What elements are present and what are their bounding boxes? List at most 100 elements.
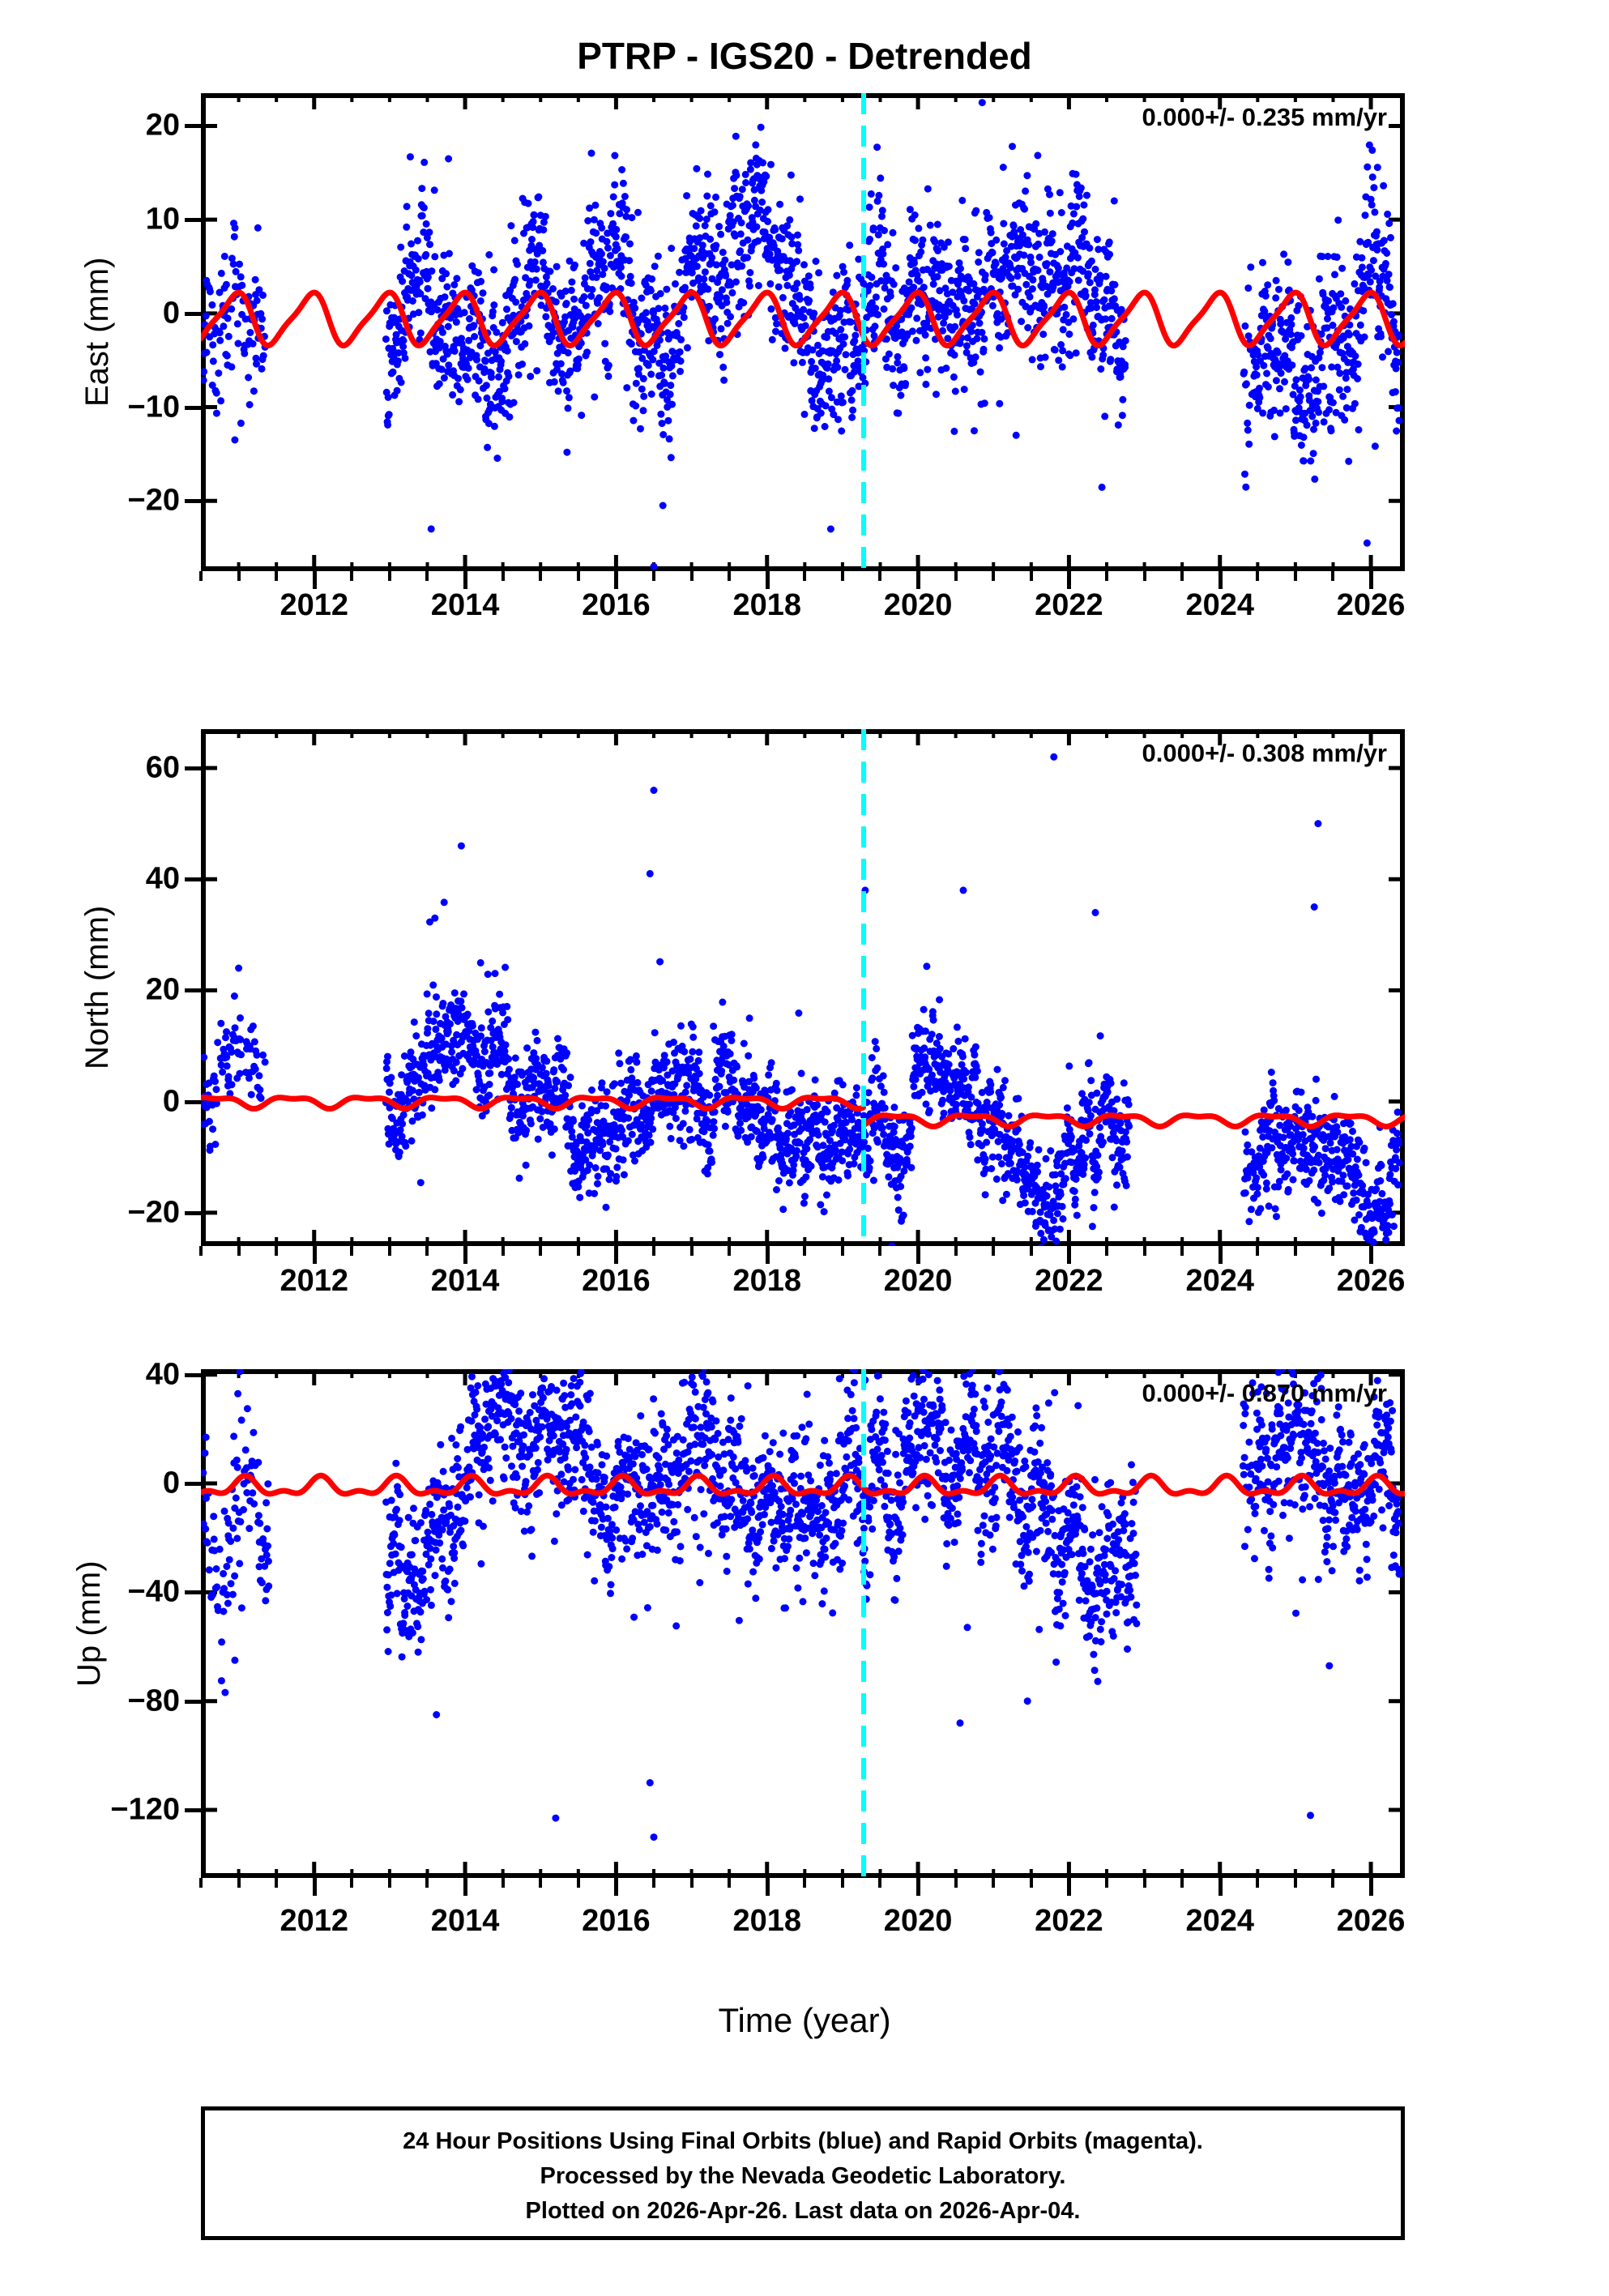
ylabel-p1: North (mm) (79, 905, 115, 1069)
xtick-mark-p1 (728, 1246, 732, 1256)
xtick-label-p2-1: 2014 (430, 1904, 500, 1938)
xtick-mark-p0 (916, 571, 921, 589)
xtick-mark-p0 (1256, 571, 1260, 581)
ytick-label-p0-4: −20 (127, 483, 180, 518)
ytick-mark-p2-0 (185, 1372, 201, 1377)
panel-up-plot (201, 1369, 1405, 1878)
xtick-mark-p2 (387, 1878, 391, 1888)
ytick-mark-p2-1 (185, 1482, 201, 1487)
footer-line-3: Plotted on 2026-Apr-26. Last data on 202… (525, 2198, 1081, 2224)
xtick-label-p0-4: 2020 (883, 588, 953, 622)
xtick-mark-p2 (878, 1878, 882, 1888)
xtick-mark-p0 (425, 571, 429, 581)
xtick-mark-p1 (803, 1246, 807, 1256)
xtick-mark-p2 (954, 1878, 958, 1888)
ytick-label-p1-4: −20 (127, 1195, 180, 1230)
ytick-mark-p1-2 (185, 988, 201, 993)
xtick-label-p0-2: 2016 (582, 588, 651, 622)
xtick-mark-p2 (803, 1878, 807, 1888)
xtick-label-p0-0: 2012 (280, 588, 349, 622)
panel-up: 0.000+/- 0.870 mm/yr (201, 1369, 1405, 1878)
xtick-mark-p0 (350, 571, 354, 581)
xtick-label-p2-4: 2020 (883, 1904, 953, 1938)
ytick-mark-p1-1 (185, 877, 201, 882)
xtick-label-p1-6: 2024 (1185, 1264, 1255, 1298)
xtick-mark-p1 (312, 1246, 317, 1264)
xtick-mark-p2 (1369, 1878, 1374, 1896)
xtick-mark-p1 (275, 1246, 279, 1256)
xtick-mark-p1 (1067, 1246, 1072, 1264)
xtick-mark-p2 (1293, 1878, 1297, 1888)
xtick-mark-p0 (1029, 571, 1033, 581)
ylabel-p0: East (mm) (79, 257, 115, 407)
xtick-mark-p0 (1369, 571, 1374, 589)
xtick-mark-p1 (425, 1246, 429, 1256)
xtick-mark-p2 (1218, 1878, 1223, 1896)
xtick-mark-p1 (651, 1246, 655, 1256)
xtick-mark-p1 (1256, 1246, 1260, 1256)
ytick-mark-p1-4 (185, 1210, 201, 1215)
xtick-mark-p2 (539, 1878, 543, 1888)
xtick-mark-p1 (1104, 1246, 1108, 1256)
xtick-mark-p2 (765, 1878, 770, 1896)
xtick-mark-p2 (463, 1878, 468, 1896)
xtick-label-p2-6: 2024 (1185, 1904, 1255, 1938)
ytick-mark-p0-3 (185, 405, 201, 410)
xtick-mark-p1 (237, 1246, 241, 1256)
xtick-mark-p1 (1331, 1246, 1335, 1256)
xtick-mark-p1 (463, 1246, 468, 1264)
ytick-mark-p2-4 (185, 1808, 201, 1813)
xtick-mark-p2 (1331, 1878, 1335, 1888)
ytick-label-p1-1: 40 (145, 861, 180, 896)
xtick-mark-p1 (992, 1246, 996, 1256)
xtick-label-p1-5: 2022 (1035, 1264, 1103, 1298)
xtick-mark-p2 (350, 1878, 354, 1888)
ytick-mark-p0-1 (185, 218, 201, 223)
xtick-label-p0-6: 2024 (1185, 588, 1255, 622)
ytick-label-p0-3: −10 (127, 390, 180, 425)
ytick-mark-p0-0 (185, 124, 201, 129)
xtick-mark-p0 (1142, 571, 1146, 581)
xtick-label-p1-7: 2026 (1336, 1264, 1406, 1298)
xtick-mark-p0 (1180, 571, 1184, 581)
xtick-label-p0-3: 2018 (732, 588, 802, 622)
xtick-label-p2-0: 2012 (280, 1904, 349, 1938)
xtick-mark-p0 (765, 571, 770, 589)
ytick-label-p2-2: −40 (127, 1574, 180, 1609)
xtick-mark-p2 (1029, 1878, 1033, 1888)
xtick-mark-p0 (199, 571, 203, 581)
xtick-mark-p1 (916, 1246, 921, 1264)
ytick-label-p2-4: −120 (110, 1792, 180, 1827)
xtick-mark-p0 (237, 571, 241, 581)
xtick-mark-p2 (1256, 1878, 1260, 1888)
xtick-mark-p2 (614, 1878, 619, 1896)
xtick-mark-p0 (614, 571, 619, 589)
ytick-label-p2-3: −80 (127, 1684, 180, 1718)
xtick-mark-p0 (1293, 571, 1297, 581)
xtick-mark-p1 (387, 1246, 391, 1256)
ytick-mark-p1-0 (185, 766, 201, 771)
xtick-mark-p2 (501, 1878, 505, 1888)
xtick-mark-p0 (463, 571, 468, 589)
xtick-label-p1-4: 2020 (883, 1264, 953, 1298)
xtick-mark-p0 (689, 571, 694, 581)
xtick-mark-p1 (1029, 1246, 1033, 1256)
ytick-mark-p0-2 (185, 311, 201, 316)
panel-east-plot (201, 93, 1405, 571)
xtick-label-p1-3: 2018 (732, 1264, 802, 1298)
xtick-mark-p0 (275, 571, 279, 581)
footer-line-2: Processed by the Nevada Geodetic Laborat… (540, 2163, 1066, 2189)
xtick-mark-p0 (1104, 571, 1108, 581)
xtick-mark-p2 (1180, 1878, 1184, 1888)
xtick-label-p0-5: 2022 (1035, 588, 1103, 622)
xtick-mark-p0 (878, 571, 882, 581)
xtick-label-p1-2: 2016 (582, 1264, 651, 1298)
ytick-mark-p1-3 (185, 1099, 201, 1104)
ytick-label-p1-2: 20 (145, 972, 180, 1007)
xtick-mark-p1 (1293, 1246, 1297, 1256)
xtick-label-p0-1: 2014 (430, 588, 500, 622)
xtick-mark-p1 (765, 1246, 770, 1264)
figure-title: PTRP - IGS20 - Detrended (577, 35, 1032, 77)
xtick-mark-p1 (539, 1246, 543, 1256)
xtick-mark-p1 (199, 1246, 203, 1256)
